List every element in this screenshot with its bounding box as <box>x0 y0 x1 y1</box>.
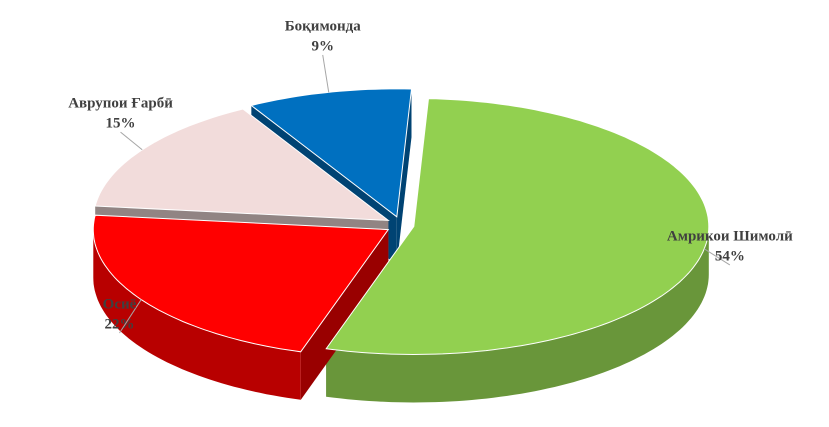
category-label: Боқимонда <box>285 18 361 34</box>
value-label: 9% <box>311 38 334 54</box>
leader-line <box>119 299 142 334</box>
slice-wall <box>326 226 709 403</box>
slice-side <box>396 88 412 265</box>
value-label: 15% <box>106 116 136 132</box>
leader-line <box>120 131 143 151</box>
slice-wall <box>93 229 301 400</box>
leader-line <box>322 54 330 93</box>
pie-slice <box>325 98 710 356</box>
category-label: Амрикои Шимолӣ <box>667 228 793 244</box>
leader-line <box>703 248 731 266</box>
value-label: 22% <box>104 316 134 332</box>
pie-slice <box>250 88 413 218</box>
category-label: Аврупои Ғарбӣ <box>68 96 173 112</box>
value-label: 54% <box>715 248 745 264</box>
category-label: Осиё <box>103 296 137 312</box>
